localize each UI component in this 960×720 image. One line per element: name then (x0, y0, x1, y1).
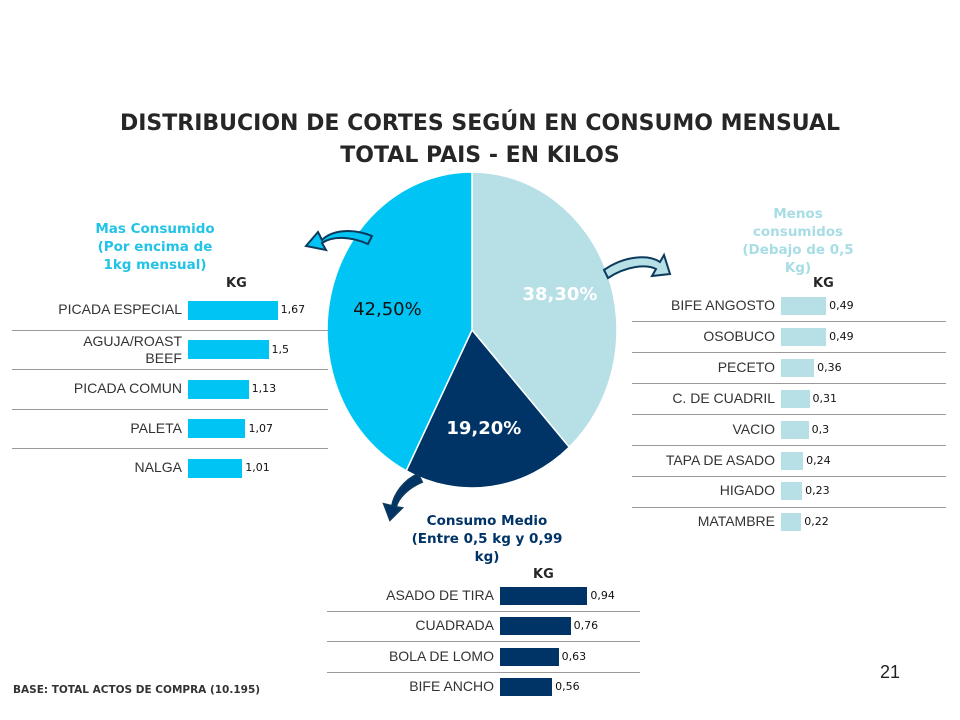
group-title-line: Kg) (784, 260, 812, 276)
chart-title-line-1: DISTRIBUCION DE CORTES SEGÚN EN CONSUMO … (119, 111, 841, 136)
category-label: BIFE ANGOSTO (671, 297, 775, 313)
bar (188, 379, 249, 399)
bar (188, 419, 246, 438)
bar (500, 677, 553, 696)
bar (781, 513, 802, 532)
category-label: BOLA DE LOMO (388, 647, 494, 664)
pie-slice-1 (405, 328, 571, 489)
group-title-line: (Debajo de 0,5 (742, 242, 854, 258)
row-separator (327, 672, 640, 673)
value-label: 0,23 (805, 484, 830, 498)
bar (781, 451, 804, 470)
category-label: NALGA (134, 459, 182, 475)
row-separator (12, 448, 328, 449)
value-label: 0,63 (561, 649, 587, 663)
row-separator (632, 321, 946, 322)
category-label: ASADO DE TIRA (386, 587, 494, 603)
value-label: 0,36 (817, 360, 842, 374)
value-label: 1,13 (251, 382, 277, 395)
value-label: 0,49 (829, 299, 854, 312)
row-separator (327, 611, 640, 612)
pie-label-2: 38,30% (522, 284, 597, 305)
arrow-to-medium-icon (382, 472, 424, 522)
bar (781, 420, 809, 439)
pie-label-0: 42,50% (353, 299, 422, 320)
category-label: VACIO (732, 420, 775, 437)
category-label: PALETA (130, 419, 182, 436)
arrow-to-high-icon (304, 230, 374, 252)
row-separator (12, 369, 328, 370)
bar (500, 617, 571, 636)
row-separator (632, 352, 946, 353)
group-title-low: Menos consumidos (Debajo de 0,5 Kg) (728, 205, 868, 277)
value-label: 0,3 (811, 422, 830, 436)
group-title-line: 1kg mensual) (103, 257, 207, 273)
bar (781, 327, 827, 346)
pie-slice-0 (326, 171, 473, 472)
value-label: 0,56 (555, 679, 580, 693)
unit-label: KG (226, 276, 247, 291)
chart-title: DISTRIBUCION DE CORTES SEGÚN EN CONSUMO … (0, 108, 960, 172)
category-label: MATAMBRE (697, 513, 775, 530)
row-separator (327, 641, 640, 642)
group-title-line: Menos (773, 206, 823, 222)
bar (781, 482, 803, 501)
value-label: 0,94 (590, 589, 615, 602)
category-label: CUADRADA (415, 617, 494, 634)
row-separator (632, 476, 946, 477)
category-label: PICADA ESPECIAL (58, 301, 182, 317)
value-label: 0,76 (573, 619, 599, 633)
value-label: 1,67 (280, 303, 306, 316)
row-separator (632, 383, 946, 384)
value-label: 0,49 (829, 329, 854, 343)
unit-label: KG (813, 276, 834, 291)
group-title-line: (Por encima de (97, 239, 213, 255)
bar (500, 587, 588, 605)
group-title-line: Consumo Medio (426, 513, 548, 529)
category-label: OSOBUCO (703, 327, 775, 344)
chart-title-line-2: TOTAL PAIS - EN KILOS (340, 143, 620, 168)
group-title-high: Mas Consumido (Por encima de 1kg mensual) (70, 220, 240, 274)
category-label: C. DE CUADRIL (672, 389, 775, 406)
bar (188, 300, 278, 320)
bar (781, 358, 815, 377)
value-label: 1,01 (245, 461, 270, 474)
unit-label: KG (533, 567, 554, 582)
footer-base: BASE: TOTAL ACTOS DE COMPRA (10.195) (13, 684, 261, 696)
pie-label-1: 19,20% (446, 418, 521, 439)
category-label: PICADA COMUN (73, 380, 182, 396)
category-label: TAPA DE ASADO (665, 451, 775, 468)
bar (188, 340, 269, 359)
group-title-medium: Consumo Medio (Entre 0,5 kg y 0,99 kg) (380, 512, 594, 566)
row-separator (632, 414, 946, 415)
row-separator (12, 409, 328, 410)
category-label: HIGADO (719, 482, 775, 499)
row-separator (632, 445, 946, 446)
bar (188, 458, 243, 478)
value-label: 0,24 (806, 453, 831, 467)
bar (781, 297, 827, 315)
value-label: 1,07 (248, 421, 273, 435)
bar (500, 647, 559, 666)
row-separator (632, 507, 946, 508)
value-label: 1,5 (271, 342, 290, 356)
group-title-line: Mas Consumido (95, 221, 215, 237)
category-label: PECETO (717, 358, 775, 375)
arrow-to-low-icon (602, 252, 672, 280)
page-number: 21 (880, 662, 901, 682)
group-title-line: kg) (474, 549, 500, 565)
value-label: 0,31 (812, 391, 838, 405)
value-label: 0,22 (804, 515, 829, 529)
group-title-line: (Entre 0,5 kg y 0,99 (411, 531, 563, 547)
row-separator (12, 330, 328, 331)
category-label: AGUJA/ROAST BEEF (83, 332, 182, 366)
bar (781, 389, 810, 408)
category-label: BIFE ANCHO (409, 677, 494, 694)
group-title-line: consumidos (752, 224, 844, 240)
